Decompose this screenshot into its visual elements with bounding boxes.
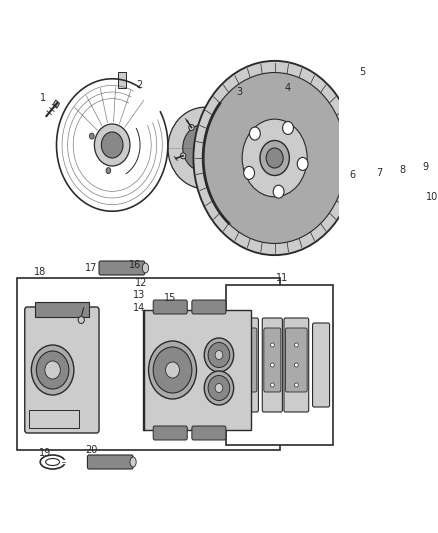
Ellipse shape	[148, 341, 197, 399]
Ellipse shape	[216, 125, 221, 131]
Ellipse shape	[168, 107, 242, 189]
Text: 7: 7	[376, 168, 382, 178]
Ellipse shape	[78, 317, 85, 324]
Ellipse shape	[204, 338, 233, 372]
Ellipse shape	[250, 127, 260, 140]
Ellipse shape	[189, 125, 194, 131]
Ellipse shape	[180, 153, 186, 159]
Bar	[29, 410, 79, 428]
Ellipse shape	[381, 199, 385, 205]
Ellipse shape	[203, 72, 346, 244]
Ellipse shape	[32, 345, 74, 395]
Ellipse shape	[273, 185, 284, 198]
Ellipse shape	[153, 347, 192, 393]
Ellipse shape	[194, 61, 356, 255]
Ellipse shape	[215, 384, 223, 392]
Bar	[53, 100, 60, 108]
Bar	[143, 310, 251, 430]
Text: 15: 15	[164, 293, 177, 303]
Ellipse shape	[419, 206, 429, 217]
Ellipse shape	[204, 371, 233, 405]
Ellipse shape	[215, 351, 223, 359]
FancyBboxPatch shape	[262, 318, 283, 412]
FancyBboxPatch shape	[99, 261, 145, 275]
Bar	[226, 285, 333, 445]
FancyBboxPatch shape	[88, 455, 133, 469]
FancyBboxPatch shape	[284, 318, 309, 412]
Text: 5: 5	[359, 67, 365, 77]
FancyBboxPatch shape	[153, 300, 187, 314]
Text: 1: 1	[39, 93, 46, 103]
Ellipse shape	[422, 210, 426, 214]
Ellipse shape	[197, 138, 214, 158]
Ellipse shape	[242, 119, 307, 197]
Ellipse shape	[142, 263, 148, 273]
Ellipse shape	[106, 167, 111, 174]
Text: 18: 18	[34, 267, 46, 277]
Ellipse shape	[297, 157, 308, 171]
Ellipse shape	[101, 132, 123, 158]
Ellipse shape	[244, 343, 248, 347]
Ellipse shape	[294, 343, 298, 347]
Polygon shape	[375, 190, 391, 214]
Ellipse shape	[294, 383, 298, 387]
Text: 10: 10	[426, 192, 438, 202]
Ellipse shape	[397, 199, 412, 217]
FancyBboxPatch shape	[235, 328, 257, 392]
Ellipse shape	[36, 351, 69, 389]
Text: 14: 14	[133, 303, 145, 313]
Ellipse shape	[45, 361, 60, 379]
Text: 2: 2	[136, 80, 142, 90]
Ellipse shape	[244, 166, 254, 180]
FancyBboxPatch shape	[192, 426, 226, 440]
Ellipse shape	[401, 204, 409, 213]
Ellipse shape	[166, 362, 180, 378]
Ellipse shape	[130, 457, 136, 467]
Ellipse shape	[202, 171, 208, 176]
Text: 9: 9	[423, 162, 429, 172]
Text: 4: 4	[285, 83, 291, 93]
Ellipse shape	[183, 124, 227, 172]
FancyBboxPatch shape	[233, 318, 258, 412]
FancyBboxPatch shape	[192, 300, 226, 314]
Ellipse shape	[260, 141, 290, 175]
Text: 17: 17	[85, 263, 98, 273]
FancyBboxPatch shape	[153, 426, 187, 440]
Ellipse shape	[95, 124, 130, 166]
FancyBboxPatch shape	[313, 323, 329, 407]
Bar	[17, 278, 280, 450]
Ellipse shape	[208, 376, 230, 400]
Text: 19: 19	[39, 448, 51, 458]
Bar	[35, 302, 89, 317]
Ellipse shape	[283, 122, 293, 134]
Ellipse shape	[270, 383, 274, 387]
Text: 13: 13	[133, 290, 145, 300]
Ellipse shape	[266, 148, 283, 168]
Ellipse shape	[270, 363, 274, 367]
Ellipse shape	[403, 206, 406, 210]
Ellipse shape	[224, 153, 230, 159]
Text: 11: 11	[276, 273, 289, 283]
Ellipse shape	[89, 133, 94, 139]
Ellipse shape	[208, 343, 230, 367]
Text: 6: 6	[349, 170, 355, 180]
Text: 16: 16	[129, 260, 141, 270]
Text: 20: 20	[85, 445, 98, 455]
Ellipse shape	[270, 343, 274, 347]
Ellipse shape	[244, 383, 248, 387]
Ellipse shape	[294, 363, 298, 367]
Text: 8: 8	[399, 165, 406, 175]
FancyBboxPatch shape	[25, 307, 99, 433]
Ellipse shape	[350, 185, 367, 205]
Bar	[118, 72, 126, 88]
Ellipse shape	[378, 197, 388, 207]
Ellipse shape	[201, 143, 209, 152]
Text: 3: 3	[237, 87, 243, 97]
Ellipse shape	[355, 191, 361, 198]
FancyBboxPatch shape	[264, 328, 281, 392]
Ellipse shape	[244, 363, 248, 367]
FancyBboxPatch shape	[286, 328, 307, 392]
Text: 12: 12	[134, 278, 147, 288]
